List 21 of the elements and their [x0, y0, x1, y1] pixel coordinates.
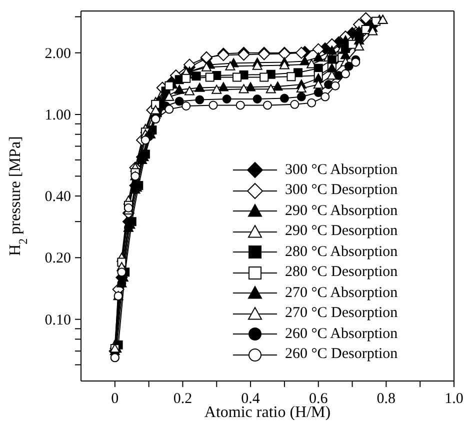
x-tick-label: 0.8 — [376, 391, 396, 407]
legend-label: 280 °C Absorption — [285, 244, 398, 261]
legend-label: 300 °C Absorption — [285, 162, 398, 179]
x-tick-label: 0 — [111, 391, 119, 407]
legend-label: 290 °C Absorption — [285, 202, 398, 220]
y-tick-label: 1.00 — [44, 107, 71, 124]
legend-label: 270 °C Desorption — [285, 305, 398, 322]
y-tick-label: 2.00 — [44, 46, 71, 62]
legend-label: 290 °C Desorption — [285, 223, 398, 240]
y-tick-label: 0.10 — [44, 312, 71, 328]
x-tick-label: 1.0 — [444, 391, 464, 407]
x-tick-label: 0.6 — [308, 391, 328, 407]
legend-label: 260 °C Absorption — [285, 326, 398, 343]
x-tick-label: 0.4 — [241, 391, 260, 407]
y-tick-label: 0.40 — [44, 189, 71, 205]
legend-label: 300 °C Desorption — [285, 182, 398, 200]
legend-label: 280 °C Desorption — [285, 264, 398, 282]
x-tick-label: 0.2 — [173, 391, 192, 407]
legend-label: 260 °C Desorption — [285, 346, 398, 364]
legend-label: 270 °C Absorption — [285, 284, 398, 302]
y-tick-label: 0.20 — [44, 250, 71, 267]
